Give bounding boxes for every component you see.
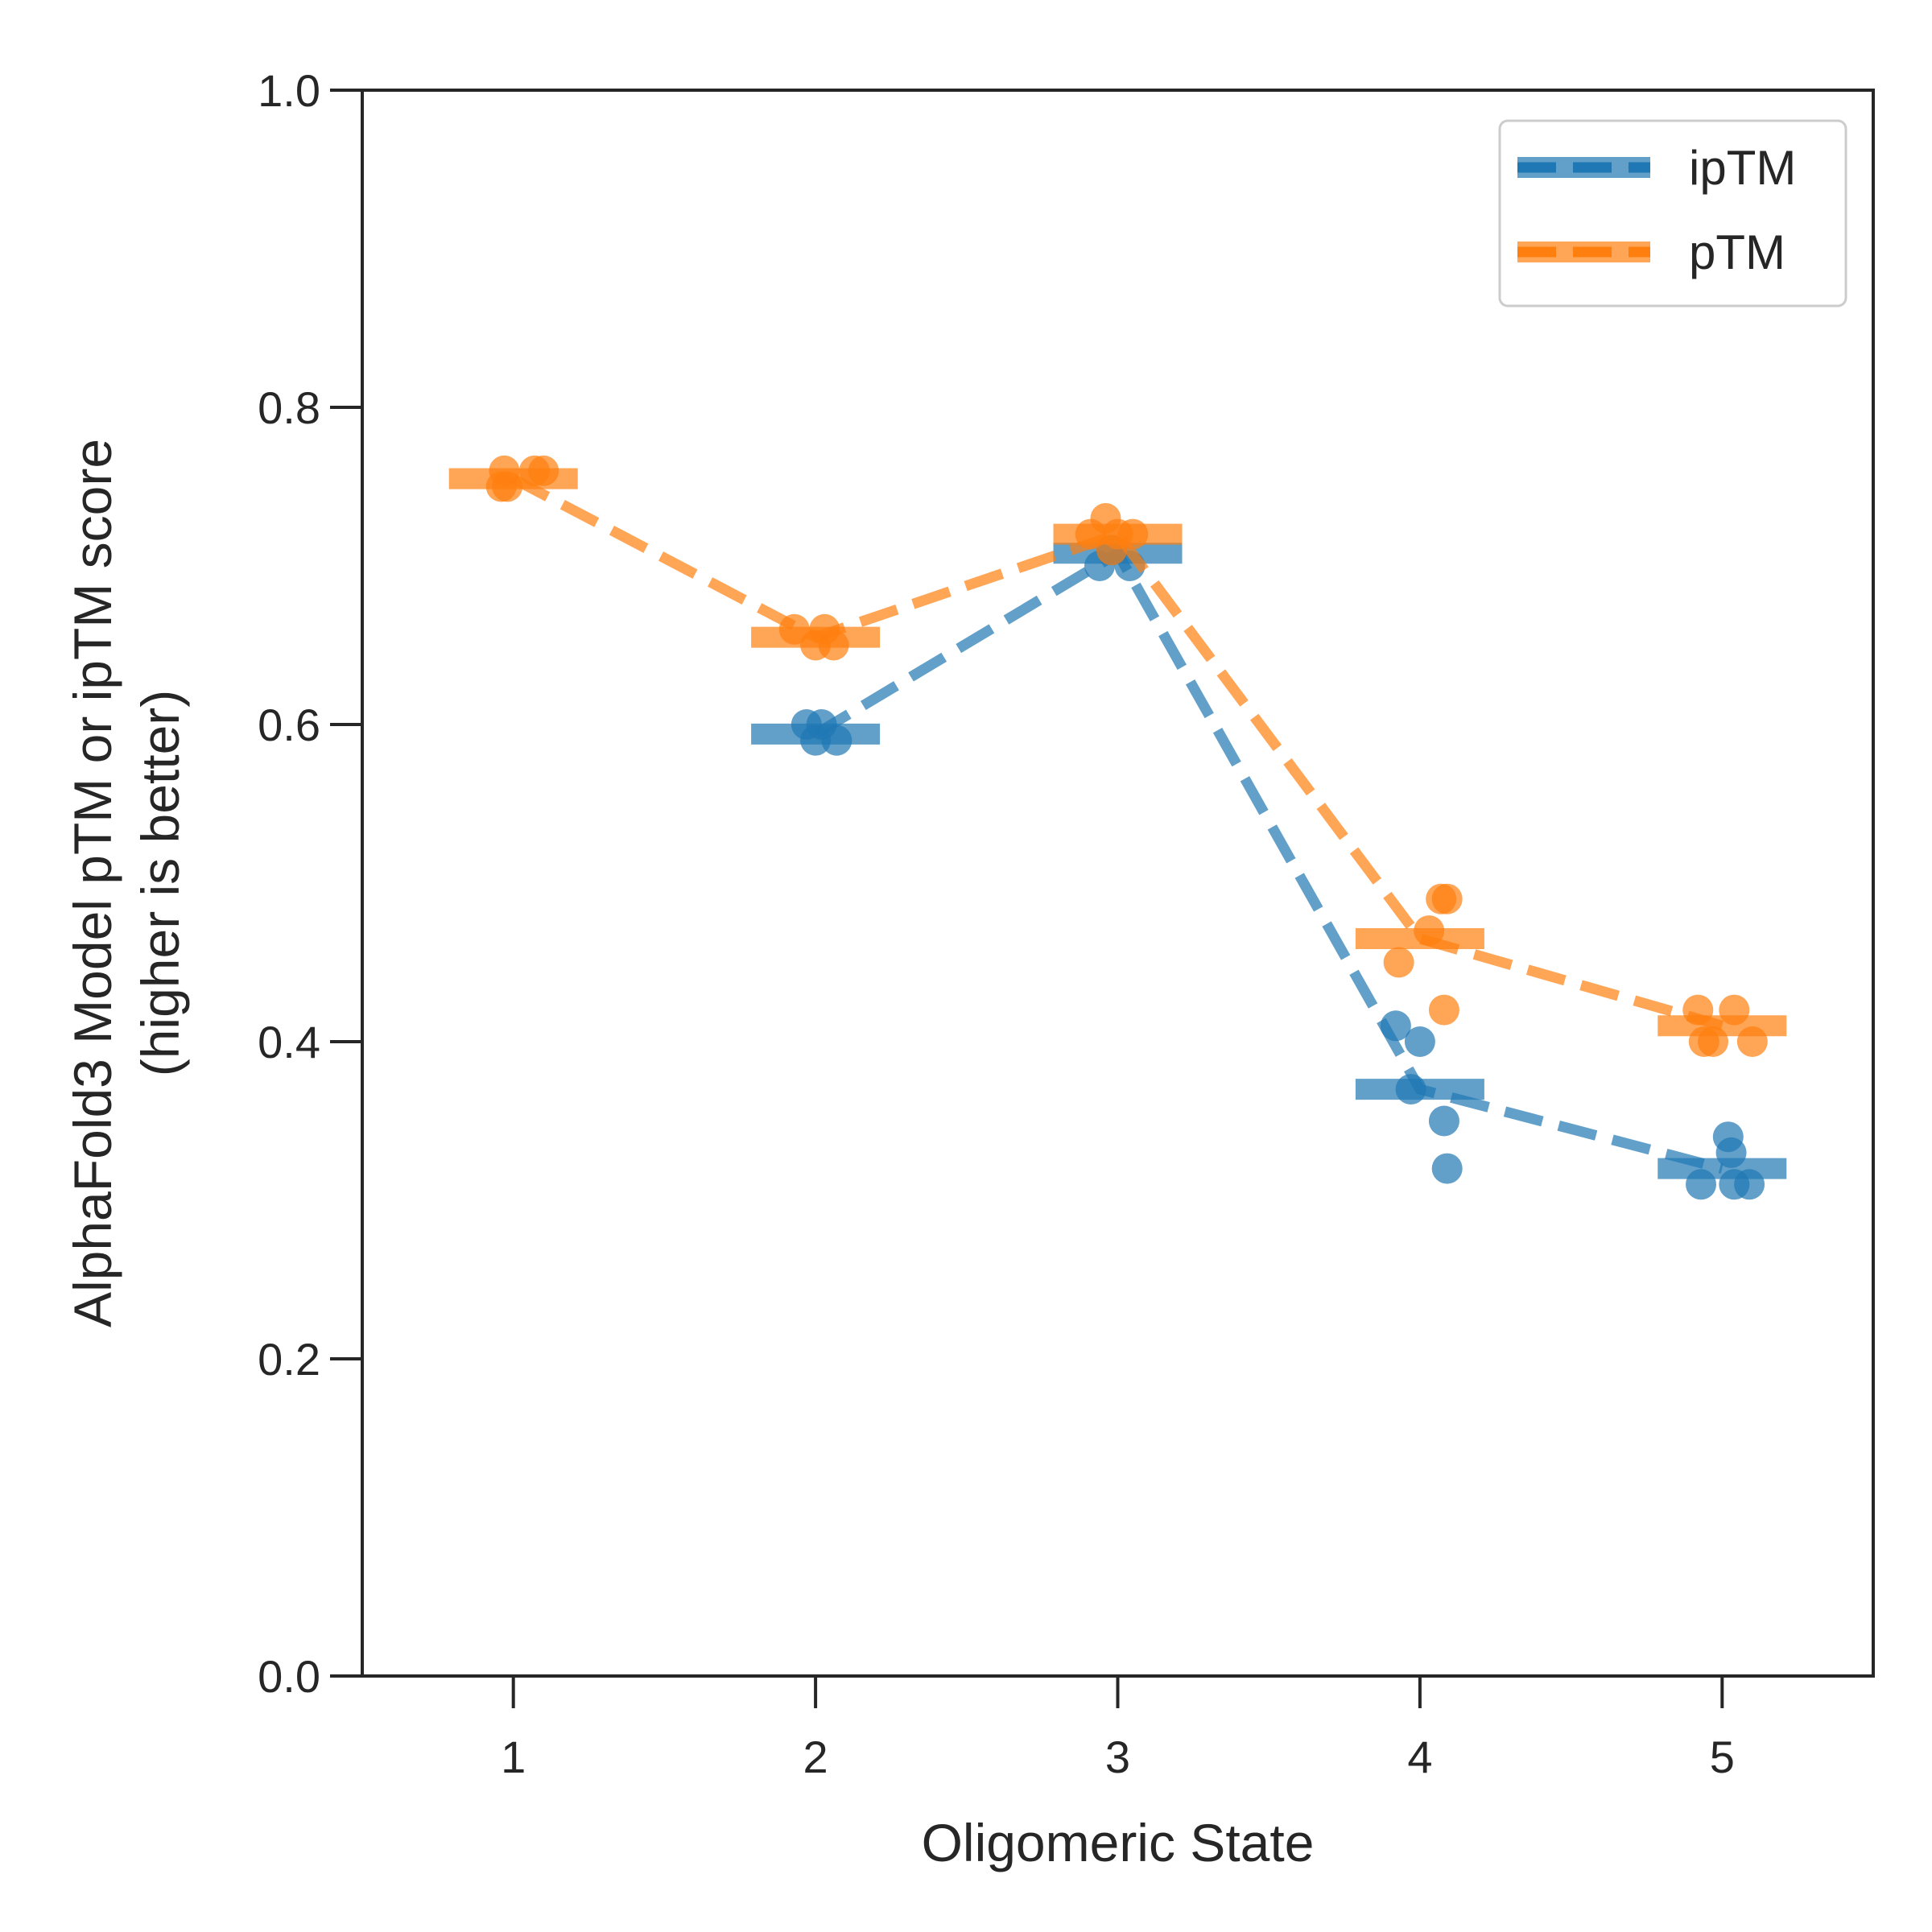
legend: ipTM pTM <box>1498 119 1847 308</box>
pTM-point <box>1117 518 1149 550</box>
y-axis-title-line-2: (higher is better) <box>130 690 190 1077</box>
legend-label-pTM: pTM <box>1689 225 1785 279</box>
y-tick-label: 0.4 <box>258 1017 320 1067</box>
y-tick-label: 0.6 <box>258 700 320 750</box>
x-tick-label: 2 <box>803 1732 828 1782</box>
y-tick-label: 0.2 <box>258 1334 320 1385</box>
ipTM-mean-line <box>812 546 1724 1174</box>
pTM-point <box>1383 947 1414 978</box>
y-axis: 0.0 0.2 0.4 0.6 0.8 1.0 <box>258 65 362 1702</box>
ipTM-point <box>1734 1169 1765 1200</box>
ipTM-point <box>1686 1169 1717 1200</box>
x-tick-label: 3 <box>1105 1732 1130 1782</box>
y-axis-title-line-1: AlphaFold3 Model pTM or ipTM score <box>63 439 122 1327</box>
pTM-point <box>1428 994 1459 1026</box>
pTM-point <box>818 630 849 661</box>
x-tick-label: 5 <box>1710 1732 1735 1782</box>
ipTM-point <box>821 724 852 756</box>
legend-label-ipTM: ipTM <box>1689 141 1796 195</box>
pTM-point <box>528 455 559 486</box>
pTM-point <box>1736 1026 1768 1057</box>
pTM-point <box>1698 1026 1729 1057</box>
pTM-point <box>1414 915 1445 947</box>
ipTM-point <box>1404 1026 1435 1057</box>
x-axis: 1 2 3 4 5 <box>501 1676 1735 1782</box>
ipTM-point <box>1428 1105 1459 1137</box>
x-tick-label: 1 <box>501 1732 526 1782</box>
pTM-point <box>778 613 810 645</box>
ipTM-point <box>1431 1153 1463 1184</box>
ipTM-point <box>1380 1010 1411 1042</box>
y-tick-label: 0.0 <box>258 1651 320 1702</box>
ipTM-point <box>1715 1137 1747 1168</box>
series-pTM <box>448 455 1787 1057</box>
y-tick-label: 0.8 <box>258 382 320 433</box>
series-layer <box>448 455 1787 1200</box>
pTM-mean-line <box>510 473 1724 1031</box>
pTM-point <box>1431 883 1463 914</box>
pTM-point <box>1719 994 1750 1026</box>
x-tick-label: 4 <box>1407 1732 1432 1782</box>
pTM-point <box>1682 994 1714 1026</box>
pTM-point <box>492 471 523 502</box>
ipTM-point <box>1395 1074 1426 1105</box>
x-axis-title: Oligomeric State <box>922 1813 1315 1872</box>
y-tick-label: 1.0 <box>258 65 320 116</box>
